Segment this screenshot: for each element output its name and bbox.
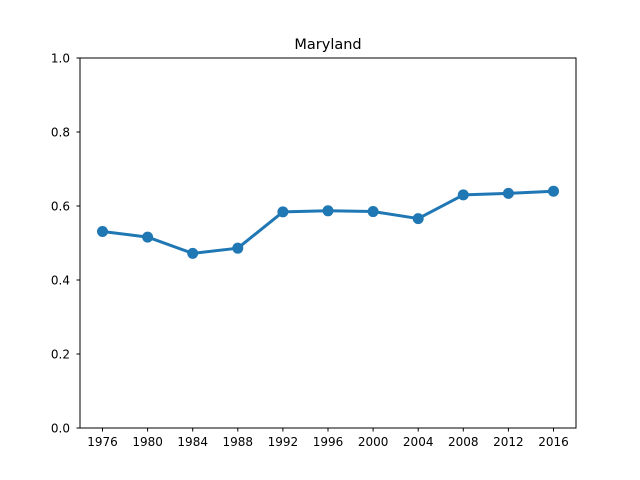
data-point <box>367 206 379 218</box>
y-tick-label: 0.6 <box>51 199 70 213</box>
chart-title: Maryland <box>294 37 361 53</box>
x-tick-label: 2004 <box>403 435 434 449</box>
data-point <box>277 206 289 218</box>
data-point <box>548 185 559 197</box>
data-point <box>187 247 199 259</box>
axes-frame <box>79 57 577 429</box>
x-tick-label: 1976 <box>87 435 118 449</box>
x-tick-label: 1988 <box>223 435 254 449</box>
x-tick-label: 1980 <box>132 435 163 449</box>
plot-area: 0.0 0.2 0.4 0.6 0.8 1.0 1976 1980 1984 1988 1992 19… <box>51 51 569 449</box>
y-tick-label: 0.8 <box>51 125 70 139</box>
x-tick-label: 1984 <box>177 435 208 449</box>
data-point <box>232 242 244 254</box>
data-point <box>97 226 108 238</box>
x-tick-label: 1992 <box>268 435 299 449</box>
data-point <box>412 213 424 225</box>
y-tick-label: 0.4 <box>51 273 70 287</box>
series-line <box>101 189 555 255</box>
data-point <box>142 231 154 243</box>
y-tick-label: 0.0 <box>51 421 70 435</box>
data-point <box>457 189 469 201</box>
x-tick-label: 2008 <box>448 435 479 449</box>
x-tick-label: 1996 <box>313 435 344 449</box>
y-tick-label: 0.2 <box>51 347 70 361</box>
x-tick-label: 2000 <box>358 435 389 449</box>
x-tick-label: 2012 <box>493 435 524 449</box>
data-point <box>502 187 514 199</box>
x-tick-label: 2016 <box>538 435 569 449</box>
y-tick-label: 1.0 <box>51 51 70 65</box>
data-point <box>322 205 334 217</box>
